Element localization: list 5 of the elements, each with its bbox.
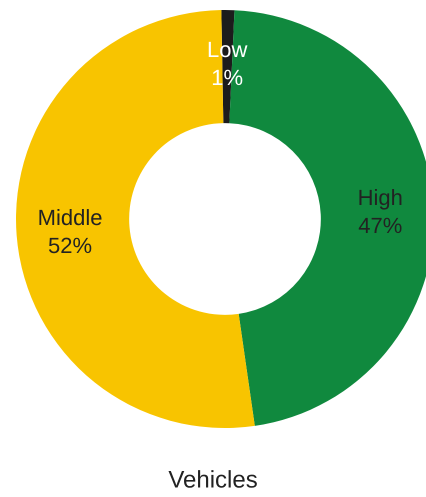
- slice-label: High: [358, 184, 403, 210]
- data-label: 47%: [358, 212, 402, 238]
- text: Vehicles: [168, 466, 258, 494]
- slice-label: Middle: [38, 204, 102, 230]
- data-label: 52%: [48, 232, 92, 258]
